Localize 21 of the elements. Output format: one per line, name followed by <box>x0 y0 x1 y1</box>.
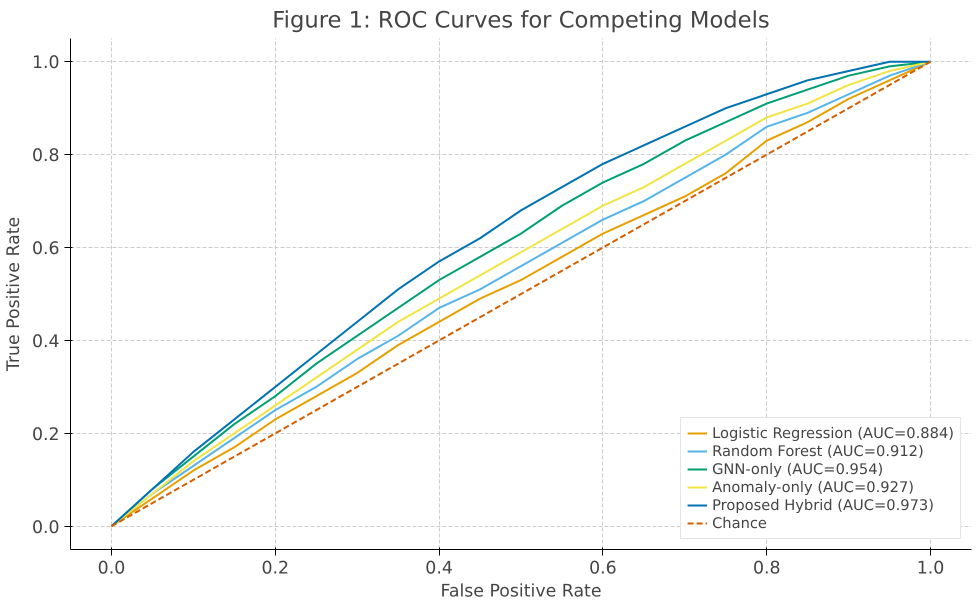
y-axis-title: True Positive Rate <box>4 216 24 372</box>
y-tick-label: 0.4 <box>32 332 60 352</box>
y-tick-label: 1.0 <box>32 53 60 74</box>
x-axis-title: False Positive Rate <box>440 582 602 602</box>
y-tick-label: 0.6 <box>32 239 60 260</box>
legend-label: Random Forest (AUC=0.912) <box>712 442 924 460</box>
legend-label: GNN-only (AUC=0.954) <box>712 460 884 478</box>
x-tick-label: 0.0 <box>98 558 126 578</box>
legend-label: Proposed Hybrid (AUC=0.973) <box>712 496 934 514</box>
chart-title: Figure 1: ROC Curves for Competing Models <box>272 8 770 34</box>
x-tick-label: 1.0 <box>916 558 944 578</box>
y-tick-label: 0.8 <box>32 146 60 166</box>
y-tick-label: 0.2 <box>32 424 60 445</box>
x-tick-label: 0.8 <box>752 558 781 578</box>
x-tick-label: 0.2 <box>261 558 290 578</box>
legend-label: Logistic Regression (AUC=0.884) <box>712 424 954 442</box>
legend-label: Anomaly-only (AUC=0.927) <box>712 478 914 496</box>
x-tick-label: 0.6 <box>589 558 617 578</box>
x-tick-label: 0.4 <box>425 558 453 578</box>
legend-label: Chance <box>712 514 767 532</box>
y-tick-label: 0.0 <box>32 518 60 538</box>
